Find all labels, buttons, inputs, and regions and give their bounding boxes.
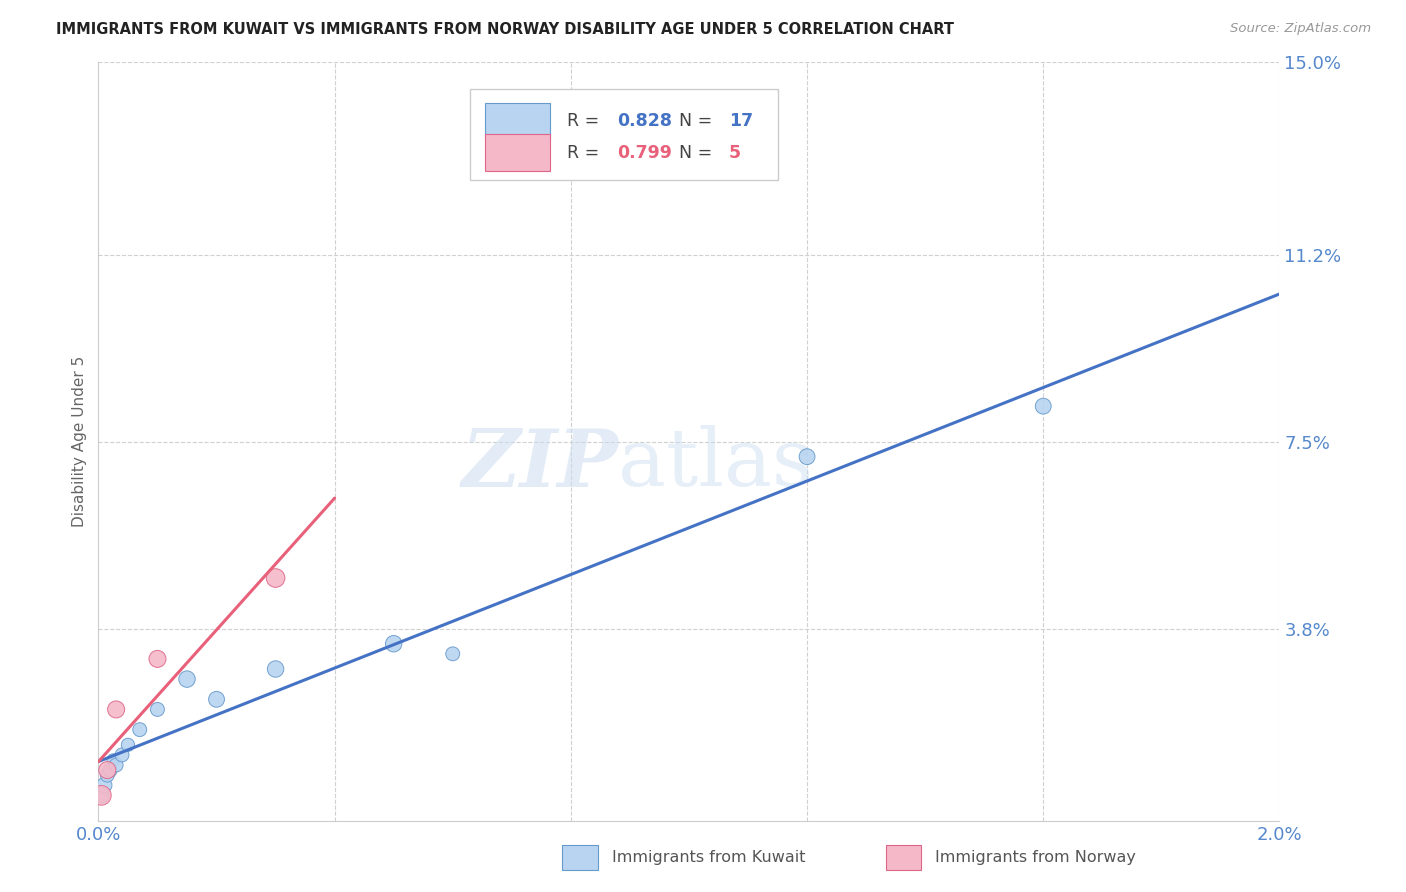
FancyBboxPatch shape	[471, 89, 778, 180]
FancyBboxPatch shape	[485, 103, 550, 139]
Point	[205, 692, 228, 706]
Text: N =: N =	[679, 144, 718, 161]
Point	[382, 637, 405, 651]
FancyBboxPatch shape	[485, 135, 550, 171]
Point	[146, 652, 169, 666]
Text: R =: R =	[567, 144, 605, 161]
Point	[264, 662, 287, 676]
Point	[96, 763, 118, 777]
Point	[146, 702, 169, 716]
Text: Immigrants from Norway: Immigrants from Norway	[935, 850, 1136, 864]
Point	[105, 702, 128, 716]
Text: ZIP: ZIP	[461, 425, 619, 503]
Text: 0.799: 0.799	[617, 144, 672, 161]
Point	[105, 758, 128, 772]
Text: 0.828: 0.828	[617, 112, 672, 130]
Text: R =: R =	[567, 112, 605, 130]
Text: N =: N =	[679, 112, 718, 130]
Point	[90, 789, 112, 803]
Point	[1032, 399, 1054, 413]
Text: IMMIGRANTS FROM KUWAIT VS IMMIGRANTS FROM NORWAY DISABILITY AGE UNDER 5 CORRELAT: IMMIGRANTS FROM KUWAIT VS IMMIGRANTS FRO…	[56, 22, 955, 37]
Text: Immigrants from Kuwait: Immigrants from Kuwait	[612, 850, 806, 864]
Point	[117, 738, 139, 752]
Point	[176, 672, 198, 686]
Text: atlas: atlas	[619, 425, 813, 503]
Point	[441, 647, 464, 661]
Point	[93, 778, 115, 792]
Text: 17: 17	[730, 112, 754, 130]
Point	[96, 768, 118, 782]
Y-axis label: Disability Age Under 5: Disability Age Under 5	[72, 356, 87, 527]
Point	[98, 763, 121, 777]
Point	[264, 571, 287, 585]
Point	[103, 753, 125, 767]
Point	[111, 747, 134, 762]
Point	[796, 450, 818, 464]
Point	[90, 789, 112, 803]
Point	[128, 723, 150, 737]
Text: Source: ZipAtlas.com: Source: ZipAtlas.com	[1230, 22, 1371, 36]
Text: 5: 5	[730, 144, 741, 161]
